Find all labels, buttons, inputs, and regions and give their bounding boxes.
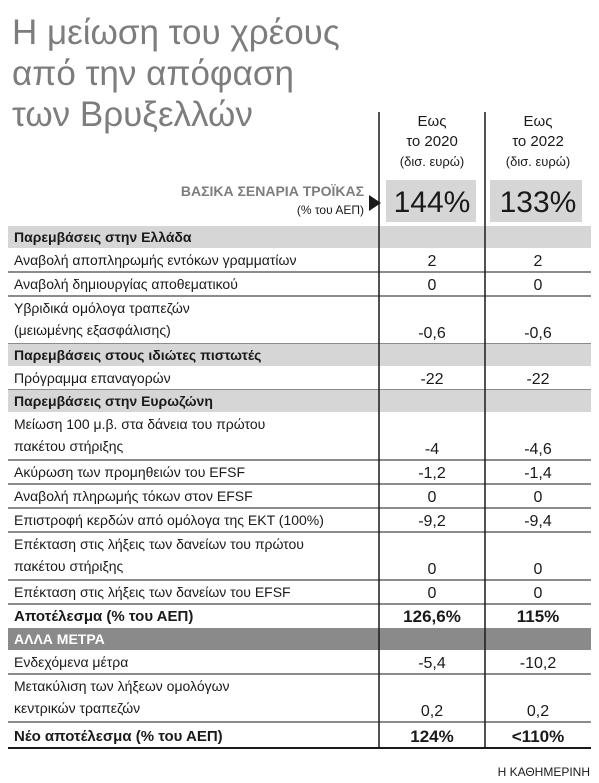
row-value: -22 [420,371,443,388]
title-line: των Βρυξελλών [12,95,253,134]
row-label: Ακύρωση των προμηθειών του EFSF [14,464,245,480]
baseline-value: 144% [394,186,471,219]
baseline-label: ΒΑΣΙΚΑ ΣΕΝΑΡΙΑ ΤΡΟΪΚΑΣ [181,183,364,199]
column-unit: (δισ. ευρώ) [400,154,464,169]
row-label: Μετακύλιση των λήξεων ομολόγων [14,678,230,694]
total-label: Αποτέλεσμα (% του ΑΕΠ) [14,608,193,625]
row-label: Μείωση 100 μ.β. στα δάνεια του πρώτου [14,416,265,432]
row-label: κεντρικών τραπεζών [14,700,140,716]
row-value: -9,2 [418,513,446,530]
row-label: Αναβολή αποπληρωμής εντόκων γραμματίων [14,252,296,268]
row-value: 0 [534,277,543,294]
row-value: 0 [428,585,437,602]
row-value: 0 [534,561,543,578]
column-header: Εως [524,113,553,130]
total-value: 126,6% [403,607,461,626]
section-heading: ΑΛΛΑ ΜΕΤΡΑ [14,631,105,647]
section-heading: Παρεμβάσεις στην Ευρωζώνη [14,393,213,409]
row-value: -22 [526,371,549,388]
row-value: 0,2 [421,703,443,720]
row-value: 0 [534,489,543,506]
baseline-value: 133% [500,186,577,219]
row-label: Πρόγραμμα επαναγορών [14,370,171,386]
total-value: 115% [517,607,560,626]
row-value: -9,4 [524,513,552,530]
section-heading-bg [8,344,591,366]
row-label: Υβριδικά ομόλογα τραπεζών [14,300,190,316]
row-label: Αναβολή πληρωμής τόκων στον EFSF [14,488,253,504]
row-value: 0 [428,277,437,294]
baseline-sublabel: (% του ΑΕΠ) [297,203,364,217]
row-value: -5,4 [418,655,446,672]
section-heading-bg [8,390,591,412]
row-label: Επέκταση στις λήξεις των δανείων του EFS… [14,584,291,600]
section-heading-bg [8,628,591,650]
row-value: -1,2 [418,465,446,482]
row-value: 2 [428,253,437,270]
column-header: το 2020 [406,133,458,150]
row-value: -10,2 [520,655,557,672]
row-label: Αναβολή δημιουργίας αποθεματικού [14,276,238,292]
row-value: 0 [428,561,437,578]
section-heading: Παρεμβάσεις στους ιδιώτες πιστωτές [14,347,261,363]
row-value: -0,6 [524,325,552,342]
title-line: Η μείωση του χρέους [12,13,340,52]
row-label: πακέτου στήριξης [14,558,124,574]
column-header: το 2022 [512,133,564,150]
row-value: -1,4 [524,465,552,482]
row-value: 2 [534,253,543,270]
row-label: (μειωμένης εξασφάλισης) [14,322,171,338]
baseline-box [490,180,582,222]
total-label: Νέο αποτέλεσμα (% του ΑΕΠ) [14,728,223,745]
row-value: -0,6 [418,325,446,342]
section-heading: Παρεμβάσεις στην Ελλάδα [14,229,192,245]
column-unit: (δισ. ευρώ) [506,154,570,169]
row-label: Επέκταση στις λήξεις των δανείων του πρώ… [14,536,304,552]
total-value: <110% [512,727,564,746]
row-value: 0,2 [527,703,549,720]
row-value: 0 [534,585,543,602]
row-label: Ενδεχόμενα μέτρα [14,654,128,670]
row-value: 0 [428,489,437,506]
row-label: Επιστροφή κερδών από ομόλογα της ΕΚΤ (10… [14,512,324,528]
section-heading-bg [8,226,591,248]
row-value: -4,6 [524,441,552,458]
row-value: -4 [425,441,439,458]
column-header: Εως [418,113,447,130]
total-value: 124% [410,727,453,746]
baseline-box [386,180,476,222]
arrow [369,195,381,211]
title-line: από την απόφαση [12,54,294,93]
row-label: πακέτου στήριξης [14,438,124,454]
source: Η ΚΑΘΗΜΕΡΙΝΗ [498,765,590,779]
